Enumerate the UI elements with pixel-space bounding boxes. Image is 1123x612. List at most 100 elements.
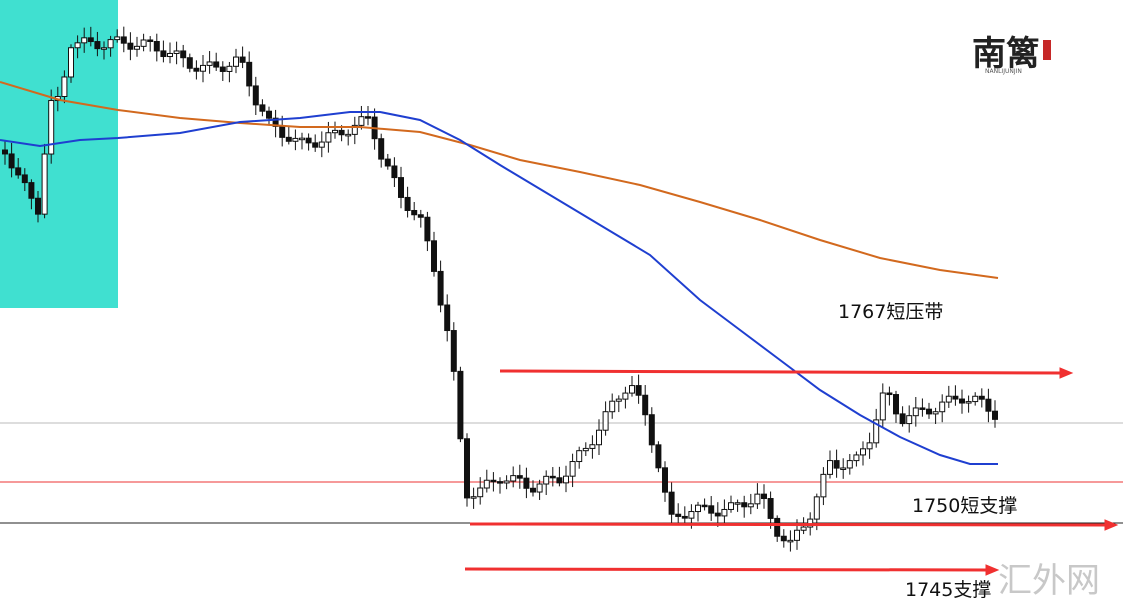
candle-body: [239, 56, 246, 63]
candle-body: [252, 85, 259, 106]
candle-body: [233, 56, 239, 67]
candle-body: [932, 411, 939, 415]
candle-body: [266, 110, 272, 119]
candle-body: [615, 398, 622, 402]
candle-body: [219, 66, 226, 72]
candle-body: [549, 475, 556, 479]
candle-body: [642, 394, 649, 416]
candle-body: [952, 395, 959, 400]
arrow-head: [1104, 519, 1119, 531]
annotation: 1745支撑: [905, 579, 991, 601]
candle-body: [325, 132, 332, 143]
candle-body: [450, 330, 457, 372]
candle-body: [787, 539, 794, 543]
candle-body: [596, 429, 602, 446]
level-arrows: [464, 367, 1119, 576]
candle-body: [629, 385, 635, 394]
candle-body: [747, 503, 754, 508]
candle-body: [563, 475, 569, 484]
candle-body: [444, 304, 451, 332]
candle-body: [728, 502, 734, 510]
candle-body: [318, 141, 325, 148]
candle-body: [2, 149, 8, 155]
candle-body: [279, 125, 286, 138]
candle-body: [655, 444, 662, 469]
candle-body: [305, 137, 312, 144]
candle-body: [351, 124, 358, 135]
candle-body: [431, 240, 437, 272]
candle-body: [813, 496, 820, 520]
candle-body: [741, 502, 748, 508]
candle-body: [134, 45, 140, 50]
resistance-arrow: [499, 369, 1063, 375]
candles: [2, 26, 998, 552]
annotation: 1767短压带: [838, 301, 943, 323]
logo-title: 南篱: [972, 34, 1040, 74]
candle-body: [200, 64, 206, 72]
candle-body: [186, 57, 193, 69]
watermark: 汇外网: [998, 561, 1100, 601]
candle-body: [589, 444, 596, 449]
candle-body: [846, 460, 853, 469]
candle-body: [886, 392, 893, 396]
candle-body: [120, 36, 127, 44]
candle-body: [899, 413, 906, 425]
candle-body: [945, 395, 952, 403]
candle-body: [398, 177, 404, 198]
candle-body: [48, 100, 55, 155]
candle-body: [992, 410, 998, 420]
candle-body: [68, 47, 74, 78]
candle-body: [365, 116, 371, 119]
candle-body: [688, 511, 695, 519]
candle-body: [173, 50, 180, 54]
candle-body: [457, 370, 464, 440]
ma-short: [0, 111, 998, 465]
candle-body: [464, 438, 470, 499]
candle-body: [767, 498, 774, 519]
candle-body: [503, 480, 510, 484]
candle-body: [358, 116, 365, 126]
candle-body: [107, 39, 114, 49]
candle-body: [483, 479, 490, 489]
candle-body: [272, 117, 279, 127]
logo-subtitle: NANLIJUNJIN: [985, 68, 1022, 75]
candle-body: [338, 129, 345, 136]
candle-body: [879, 392, 886, 421]
candle-body: [404, 196, 411, 211]
highlight-zone: [0, 0, 118, 308]
candle-body: [695, 504, 701, 513]
candle-body: [477, 487, 484, 498]
candle-body: [41, 153, 48, 215]
support-arrow: [469, 522, 1108, 527]
support-arrow: [464, 567, 989, 572]
candle-body: [332, 129, 338, 134]
candle-body: [206, 61, 213, 66]
candle-body: [299, 137, 305, 141]
candle-body: [424, 216, 431, 242]
candle-body: [754, 493, 761, 505]
candle-body: [708, 505, 715, 514]
candle-body: [939, 401, 946, 413]
candle-body: [569, 461, 576, 477]
candle-body: [820, 473, 827, 498]
candle-body: [61, 76, 68, 98]
candle-body: [668, 491, 675, 515]
candle-body: [246, 61, 253, 87]
candle-body: [384, 158, 391, 167]
candle-body: [794, 529, 800, 541]
candle-body: [180, 50, 187, 59]
candle-body: [8, 153, 15, 169]
candle-body: [714, 512, 721, 517]
candle-body: [556, 477, 563, 484]
candle-body: [226, 65, 233, 72]
candle-body: [893, 394, 899, 415]
candle-body: [972, 395, 979, 403]
candle-body: [28, 182, 35, 199]
candle-body: [345, 133, 352, 137]
candle-body: [543, 475, 550, 485]
candle-body: [576, 450, 583, 463]
logo-seal: [1043, 40, 1051, 60]
candle-body: [490, 479, 497, 483]
candle-body: [701, 504, 708, 508]
